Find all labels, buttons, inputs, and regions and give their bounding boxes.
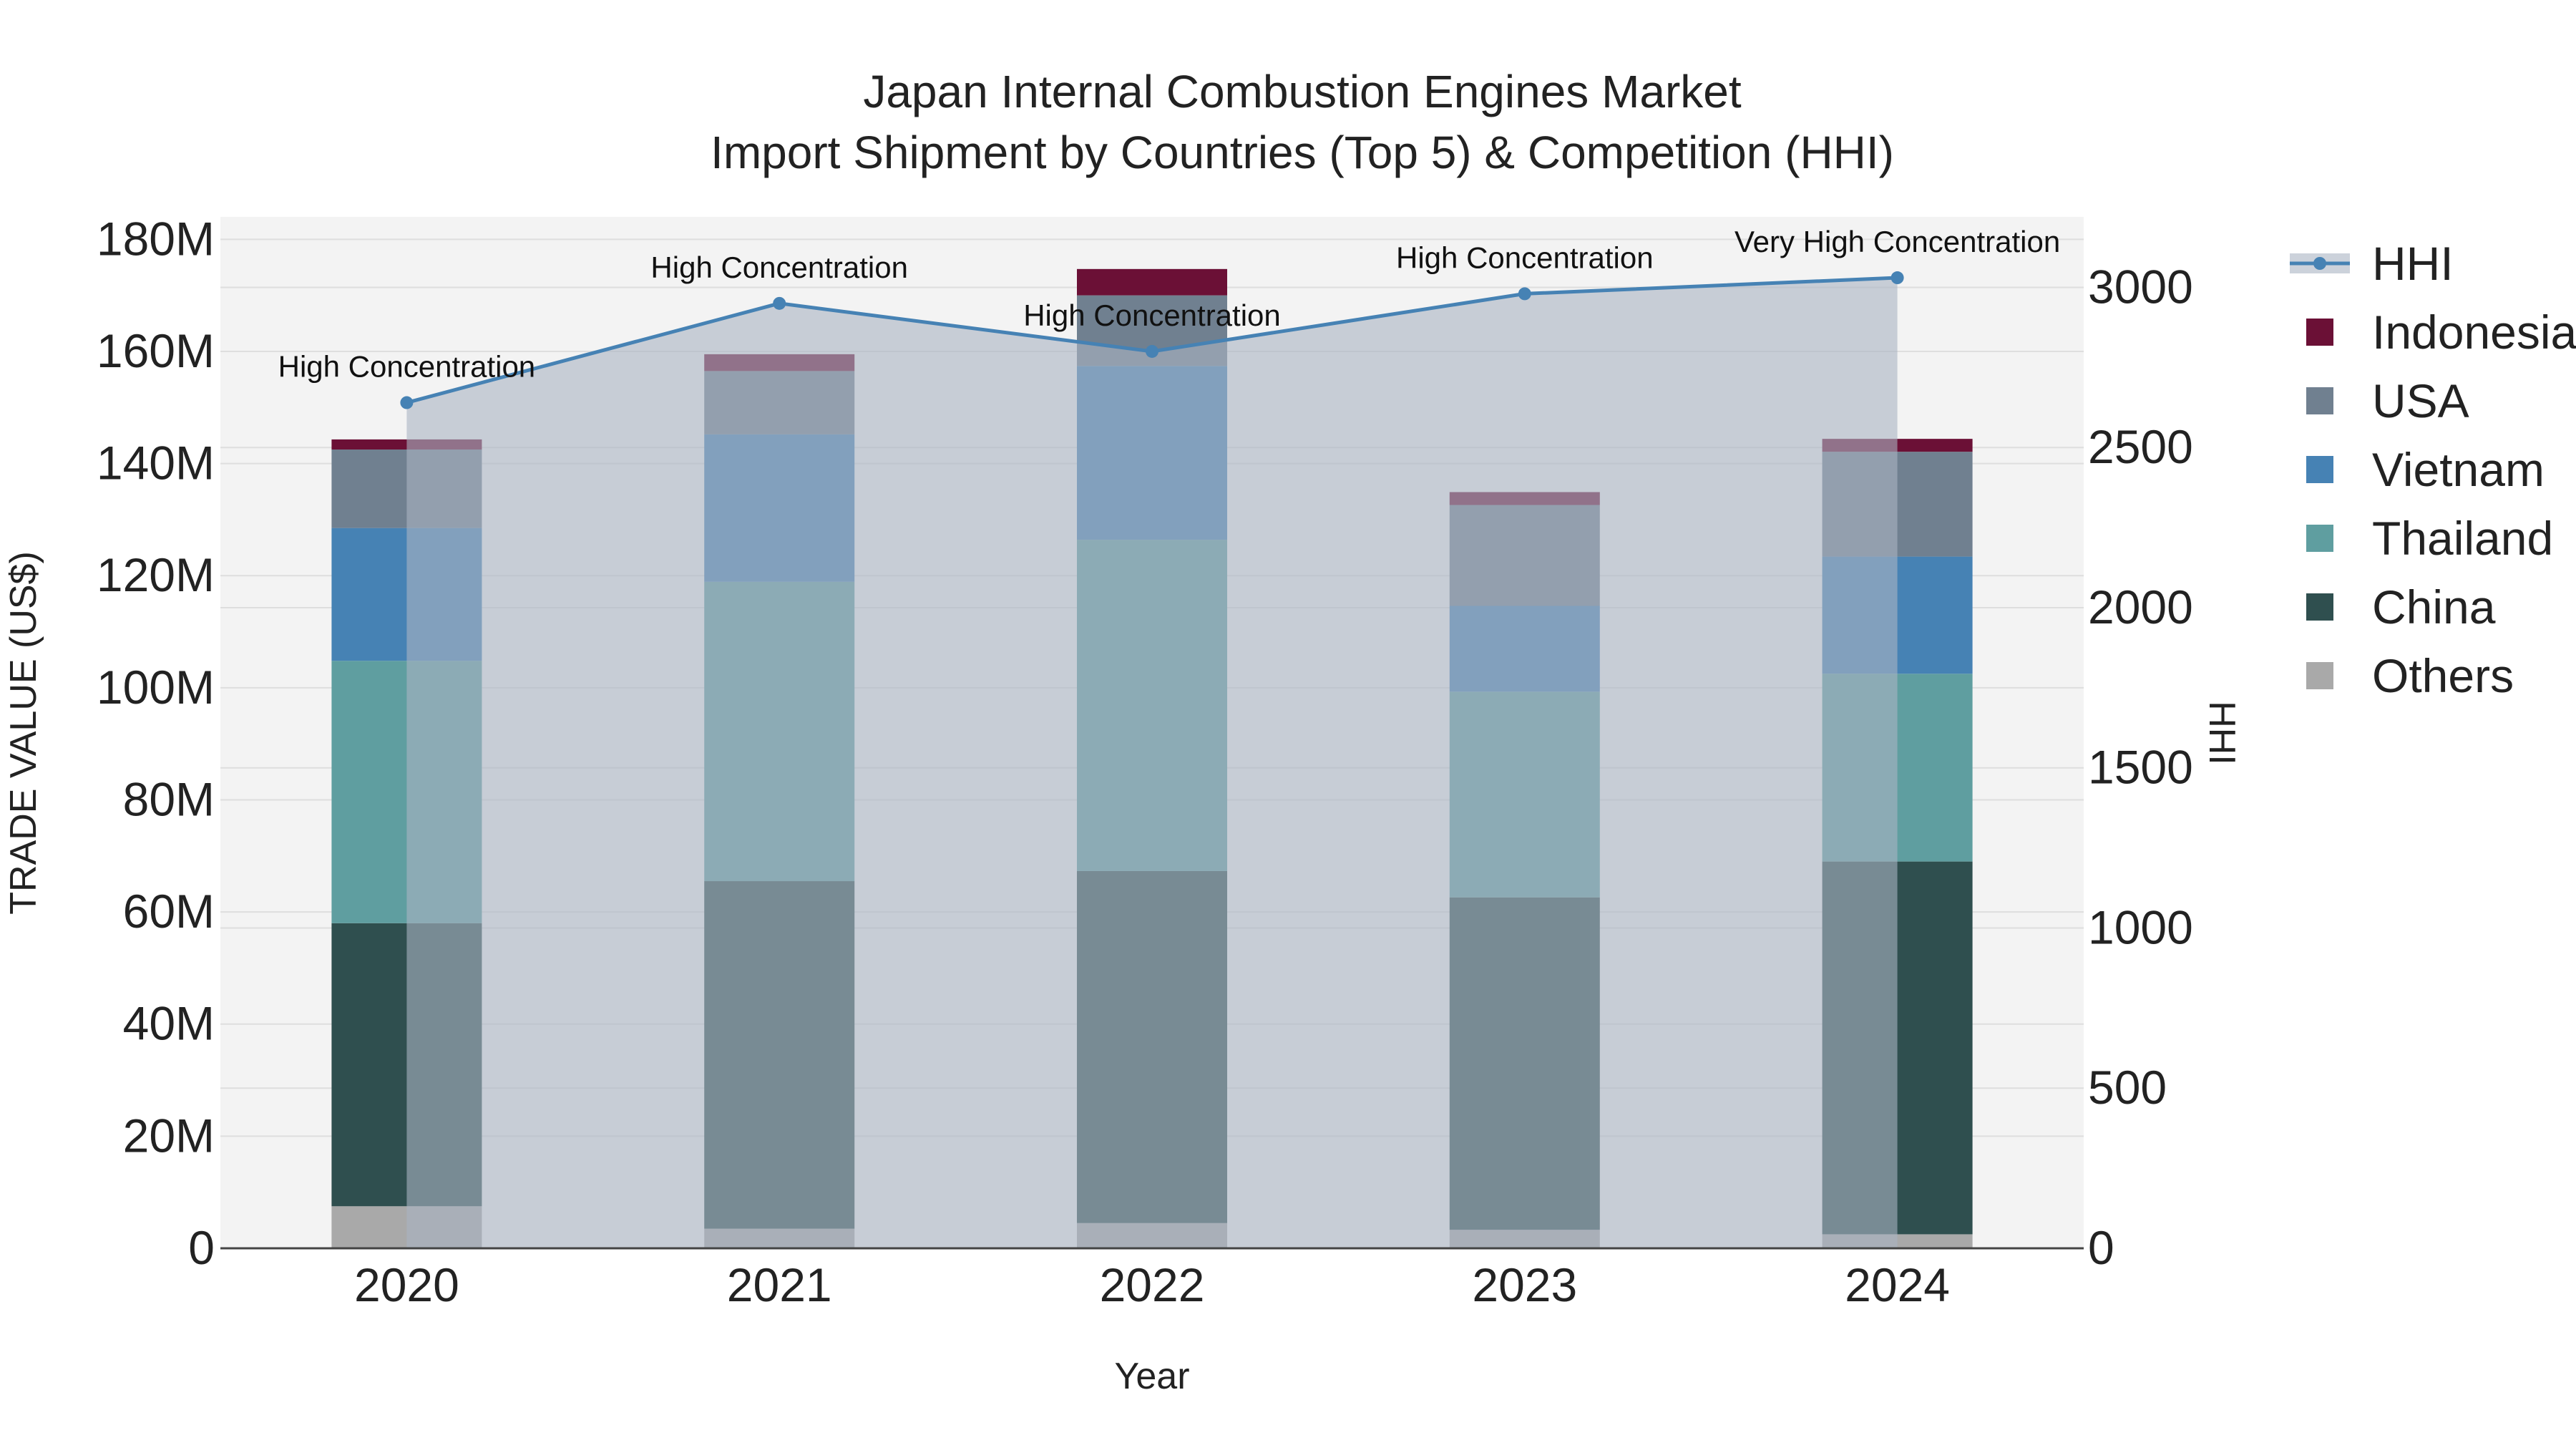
y2-tick-label: 3000	[2088, 260, 2193, 313]
bar-indonesia-2022	[1077, 268, 1227, 296]
y-tick-label: 160M	[97, 324, 215, 377]
y-axis-title: TRADE VALUE (US$)	[3, 551, 44, 915]
x-tick-label: 2021	[727, 1258, 832, 1311]
legend-swatch-vietnam	[2306, 456, 2333, 483]
y2-tick-label: 1000	[2088, 900, 2193, 953]
y2-axis-title: HHI	[2201, 701, 2243, 765]
legend-label-vietnam: Vietnam	[2372, 443, 2545, 496]
hhi-area	[406, 278, 1898, 1248]
hhi-annotation-2020: High Concentration	[278, 350, 536, 384]
legend-swatch-usa	[2306, 387, 2333, 414]
hhi-marker-2024	[1890, 271, 1904, 285]
legend-label-others: Others	[2372, 649, 2514, 702]
y-tick-label: 180M	[97, 212, 215, 265]
y-tick-label: 20M	[123, 1109, 215, 1162]
legend-swatch-indonesia	[2306, 319, 2333, 346]
y2-tick-label: 500	[2088, 1061, 2167, 1114]
y2-tick-label: 2500	[2088, 420, 2193, 473]
hhi-marker-2020	[400, 396, 414, 409]
legend-swatch-others	[2306, 662, 2333, 689]
y-tick-label: 120M	[97, 548, 215, 601]
hhi-marker-2022	[1146, 344, 1158, 358]
y-tick-label: 100M	[97, 661, 215, 714]
axis-layer: 0 20M 40M 60M 80M 100M 120M 140M 160M 180M 0 500 100…	[97, 212, 2193, 1311]
x-tick-label: 2022	[1100, 1258, 1205, 1311]
y-tick-label: 60M	[123, 885, 215, 938]
y-tick-label: 40M	[123, 997, 215, 1050]
hhi-marker-2023	[1518, 287, 1531, 301]
legend-label-usa: USA	[2372, 374, 2469, 427]
x-tick-label: 2024	[1845, 1258, 1950, 1311]
y-tick-label: 80M	[123, 772, 215, 825]
hhi-layer: High Concentration High Concentration High…	[278, 225, 2060, 1248]
x-axis-title: Year	[1114, 1356, 1189, 1397]
y-tick-label: 140M	[97, 437, 215, 490]
hhi-annotation-2021: High Concentration	[650, 251, 908, 284]
chart-title: Japan Internal Combustion Engines Market	[863, 66, 1742, 117]
legend-label-china: China	[2372, 580, 2496, 633]
hhi-marker-2021	[773, 296, 786, 310]
legend: HHI Indonesia USA Vietnam Thailand China Other…	[2290, 237, 2576, 702]
legend-marker-hhi	[2313, 257, 2326, 270]
legend-swatch-china	[2306, 593, 2333, 621]
x-tick-label: 2023	[1472, 1258, 1577, 1311]
legend-label-thailand: Thailand	[2372, 512, 2553, 565]
y2-tick-label: 1500	[2088, 741, 2193, 794]
hhi-annotation-2023: High Concentration	[1396, 240, 1654, 274]
y2-tick-label: 2000	[2088, 580, 2193, 633]
y-tick-label: 0	[188, 1221, 215, 1274]
legend-label-hhi: HHI	[2372, 237, 2454, 290]
chart-subtitle: Import Shipment by Countries (Top 5) & C…	[711, 127, 1894, 178]
legend-swatch-thailand	[2306, 525, 2333, 552]
x-tick-label: 2020	[354, 1258, 459, 1311]
y2-tick-label: 0	[2088, 1221, 2114, 1274]
legend-label-indonesia: Indonesia	[2372, 306, 2576, 359]
hhi-annotation-2022: High Concentration	[1023, 298, 1281, 332]
hhi-annotation-2024: Very High Concentration	[1735, 225, 2060, 258]
